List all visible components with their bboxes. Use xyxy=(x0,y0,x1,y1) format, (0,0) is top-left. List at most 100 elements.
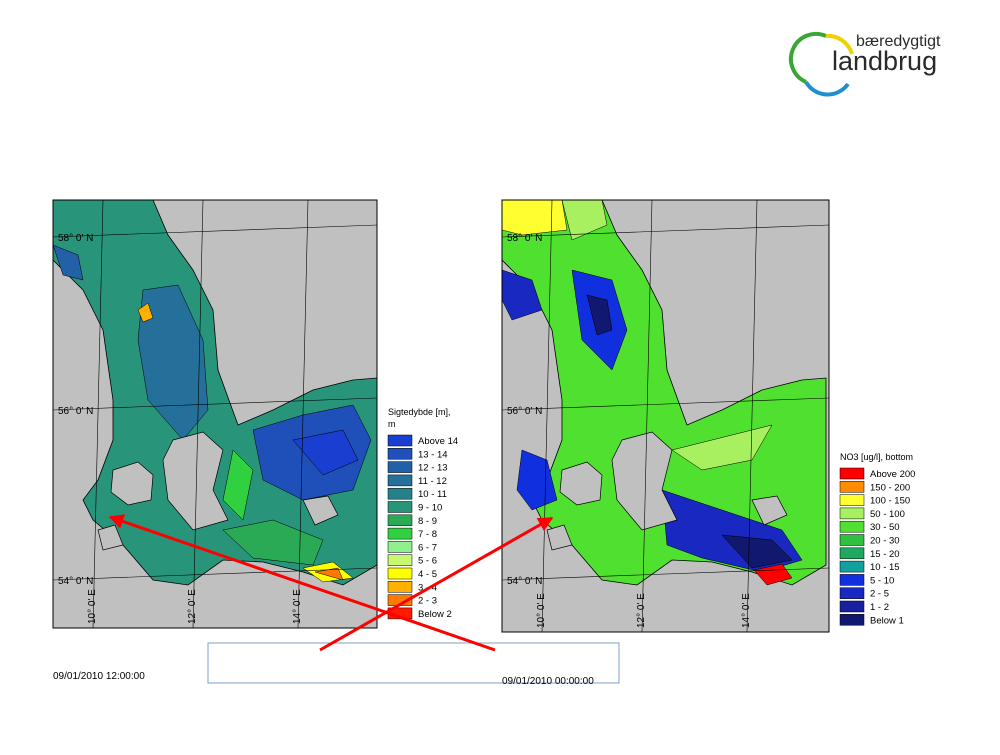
legend-label: 5 - 10 xyxy=(870,575,894,586)
island xyxy=(546,524,573,551)
legend-label: 1 - 2 xyxy=(870,602,889,613)
legend-label: 12 - 13 xyxy=(418,463,448,474)
map-content xyxy=(502,200,829,632)
lon-label: 14° 0' E xyxy=(741,593,752,628)
graticule xyxy=(541,200,553,632)
graticule xyxy=(502,224,829,238)
graticule xyxy=(502,397,829,411)
sea-zone xyxy=(292,429,359,476)
sea-zone xyxy=(137,302,154,323)
legend-label: 4 - 5 xyxy=(418,569,437,580)
legend-label: 20 - 30 xyxy=(870,536,900,547)
sea-zone xyxy=(137,284,209,441)
map: 58° 0' N 56° 0' N 54° 0' N 10° 0' E 12° 0' E… xyxy=(501,199,830,633)
legend-label: 11 - 12 xyxy=(418,476,447,487)
sea-zone xyxy=(502,200,568,236)
graticule xyxy=(502,567,829,581)
legend-swatch xyxy=(387,514,413,527)
legend-label: Above 200 xyxy=(870,469,915,480)
legend-label: 2 - 3 xyxy=(418,596,437,607)
legend-swatch xyxy=(387,461,413,473)
island xyxy=(302,495,339,526)
map-frame xyxy=(501,199,830,633)
map-content xyxy=(53,200,377,628)
legend-label: 8 - 9 xyxy=(418,516,437,527)
arrow xyxy=(319,516,554,652)
graticule xyxy=(641,200,653,632)
legend-swatch xyxy=(387,448,413,460)
legend-swatch xyxy=(387,527,413,540)
legend-label: 13 - 14 xyxy=(418,449,448,460)
arrow xyxy=(108,514,496,652)
sea-zone xyxy=(753,563,793,586)
legend-label: 9 - 10 xyxy=(418,503,442,514)
lat-label: 58° 0' N xyxy=(507,233,542,244)
legend-swatch xyxy=(839,614,865,626)
lon-label: 10° 0' E xyxy=(87,589,98,624)
sea-zone xyxy=(222,449,254,521)
legend-label: 30 - 50 xyxy=(870,522,900,533)
graticule xyxy=(192,200,204,628)
legend-label: 100 - 150 xyxy=(870,496,910,507)
legend-label: 50 - 100 xyxy=(870,509,905,520)
graticule xyxy=(746,200,758,632)
sea-zone xyxy=(502,269,543,321)
legend-label: 6 - 7 xyxy=(418,542,437,553)
legend-label: 15 - 20 xyxy=(870,549,900,560)
legend-swatch xyxy=(839,534,865,546)
legend-swatch xyxy=(839,467,865,480)
legend-swatch xyxy=(387,567,413,580)
legend-swatch xyxy=(839,494,865,506)
legend-unit: m xyxy=(388,419,396,429)
lat-label: 54° 0' N xyxy=(507,576,542,587)
timestamp: 09/01/2010 12:00:00 xyxy=(53,671,145,682)
legend-swatch xyxy=(387,474,413,487)
sea-zone xyxy=(671,424,773,471)
map: 58° 0' N 56° 0' N 54° 0' N 10° 0' E 12° 0' E… xyxy=(52,199,378,629)
legend-swatch xyxy=(839,600,865,613)
legend-swatch xyxy=(387,487,413,500)
legend-label: 5 - 6 xyxy=(418,556,437,567)
island xyxy=(559,461,603,506)
logo: bæredygtigt landbrug xyxy=(788,31,941,97)
text-box xyxy=(207,642,620,684)
sea-zone xyxy=(721,534,793,569)
legend-swatch xyxy=(839,574,865,586)
legend-swatch xyxy=(839,560,865,573)
lon-label: 12° 0' E xyxy=(187,589,198,624)
logo-line2: landbrug xyxy=(832,46,937,76)
logo-line1: bæredygtigt xyxy=(856,33,941,50)
lon-label: 12° 0' E xyxy=(636,593,647,628)
lon-label: 10° 0' E xyxy=(536,593,547,628)
graticule xyxy=(53,397,377,411)
legend-swatch xyxy=(839,481,865,493)
legend-title: Sigtedybde [m], xyxy=(388,407,451,417)
sea-zone xyxy=(586,294,613,336)
graticule xyxy=(53,224,377,238)
legend-label: 10 - 11 xyxy=(418,489,447,500)
graticule xyxy=(297,200,309,628)
legend-label: 10 - 15 xyxy=(870,562,900,573)
sea-zone xyxy=(516,449,558,511)
sea-zone xyxy=(222,519,324,566)
legend-swatch xyxy=(839,507,865,520)
legend-label: Above 14 xyxy=(418,436,458,447)
island xyxy=(162,431,229,531)
lat-label: 56° 0' N xyxy=(58,406,93,417)
graticule xyxy=(92,200,104,628)
graticule xyxy=(53,567,377,581)
lat-label: 54° 0' N xyxy=(58,576,93,587)
legend-swatch xyxy=(839,547,865,560)
lon-label: 14° 0' E xyxy=(292,589,303,624)
island xyxy=(611,431,678,531)
legend: NO3 [ug/l], bottom Above 200 150 - 200 100 … xyxy=(839,452,915,626)
legend-swatch xyxy=(387,554,413,566)
legend-label: Below 2 xyxy=(418,609,452,620)
island xyxy=(751,495,788,526)
legend-swatch xyxy=(387,434,413,447)
sea-zone xyxy=(53,244,84,281)
legend-swatch xyxy=(387,581,413,593)
legend-label: 150 - 200 xyxy=(870,482,910,493)
legend-swatch xyxy=(387,501,413,513)
timestamp: 09/01/2010 00:00:00 xyxy=(502,676,594,687)
